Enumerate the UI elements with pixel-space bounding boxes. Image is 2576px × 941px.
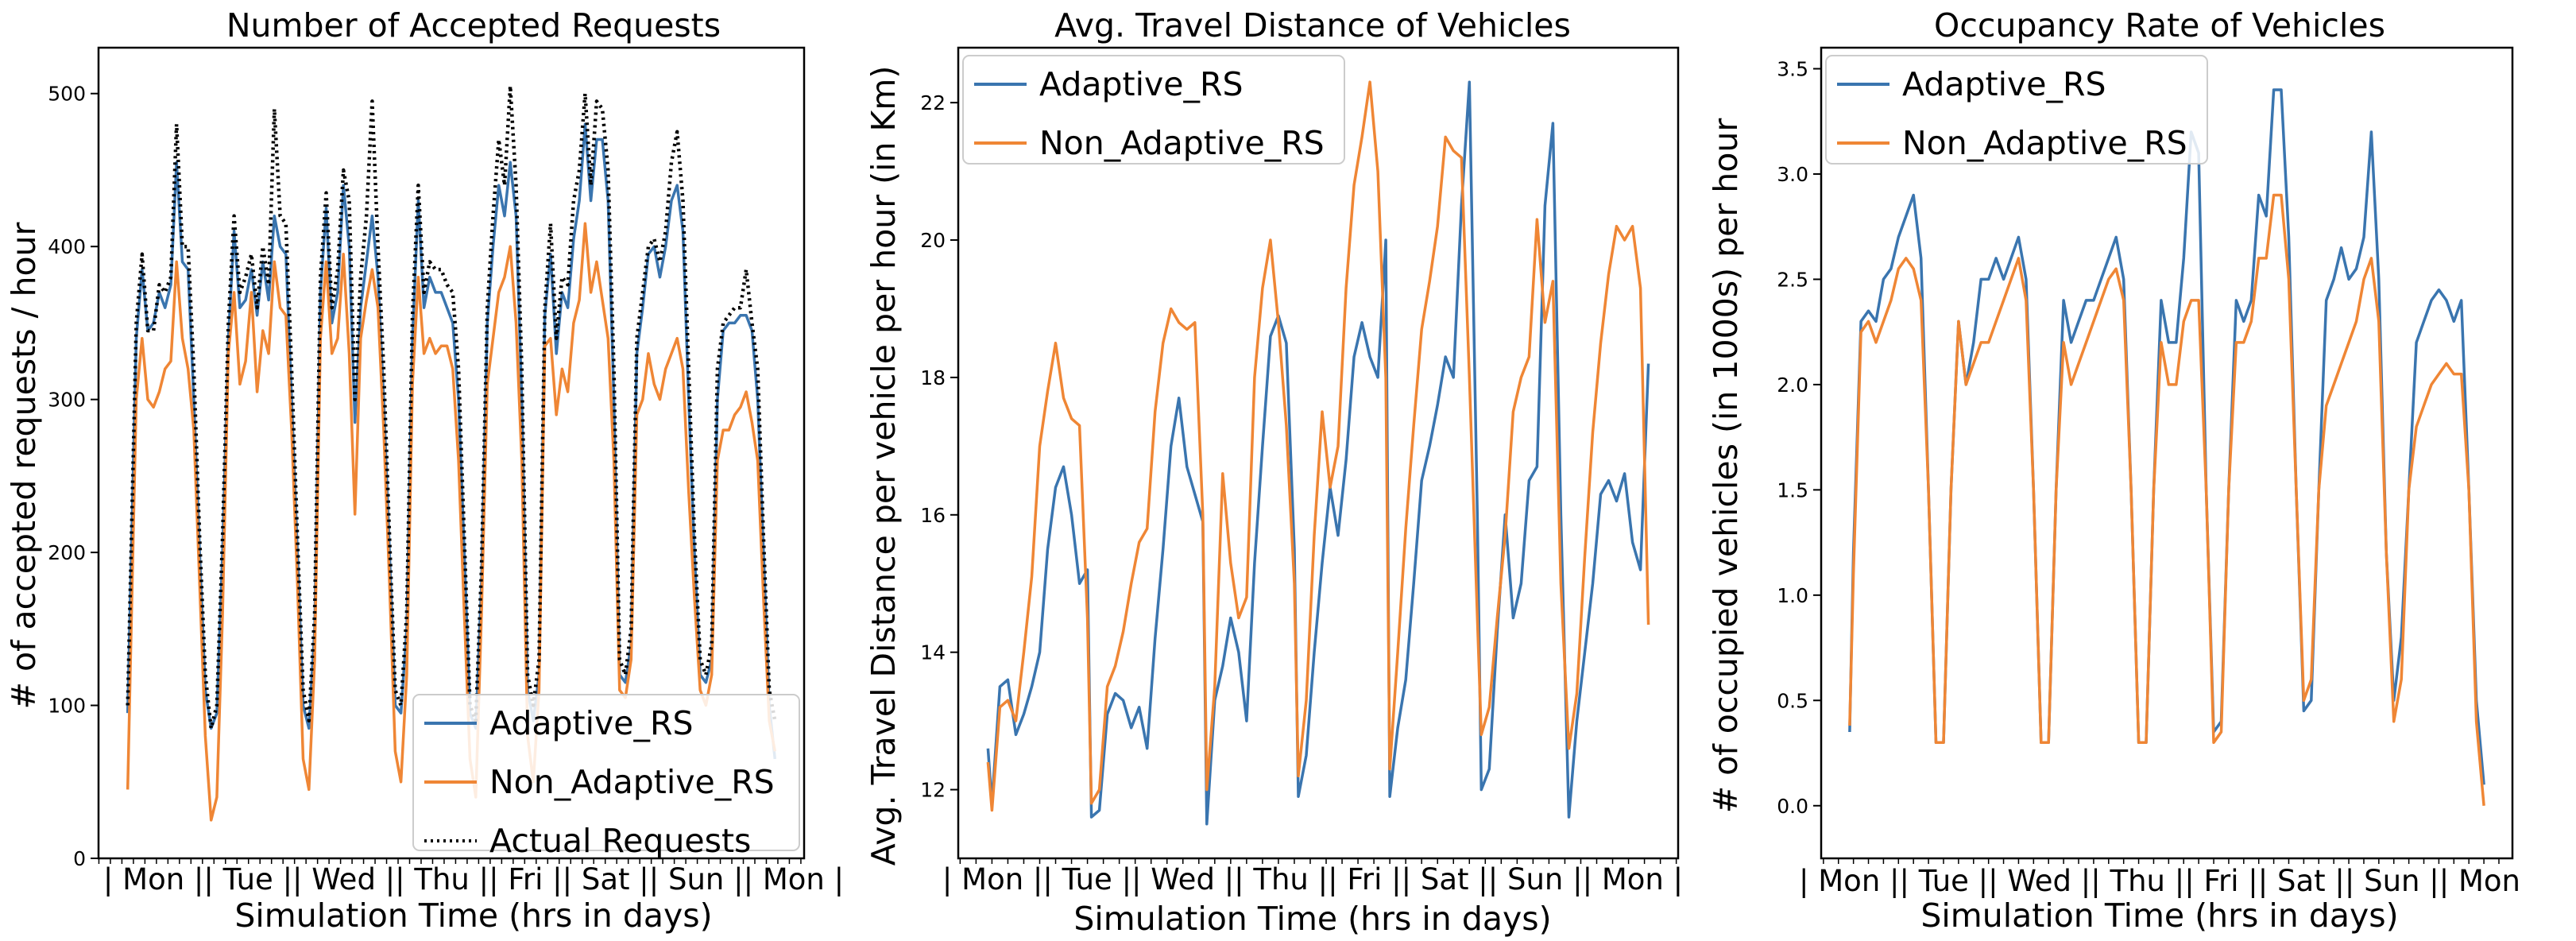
series-line-adaptive-rs xyxy=(126,122,777,760)
chart-title: Avg. Travel Distance of Vehicles xyxy=(1054,6,1571,45)
x-tick-day-labels: | Mon || Tue || Wed || Thu || Fri || Sat… xyxy=(942,862,1683,896)
plot-frame xyxy=(1820,46,2514,860)
plot-frame xyxy=(97,46,806,860)
y-tick-label: 500 xyxy=(48,83,86,106)
legend-label: Adaptive_RS xyxy=(489,704,693,742)
panel-travel-distance: Avg. Travel Distance of Vehicles Simulat… xyxy=(864,6,1683,938)
y-tick-label: 0 xyxy=(73,847,86,870)
series-line-non-adaptive-rs xyxy=(1848,193,2485,806)
y-tick-label: 18 xyxy=(920,366,946,389)
y-axis-label: # of occupied vehicles (in 1000s) per ho… xyxy=(1707,118,1745,814)
legend: Adaptive_RS Non_Adaptive_RS xyxy=(962,55,1345,165)
y-tick-label: 3.5 xyxy=(1777,57,1808,80)
legend-box xyxy=(412,694,800,851)
legend-label: Non_Adaptive_RS xyxy=(1902,124,2187,162)
y-tick-label: 16 xyxy=(920,504,946,527)
y-tick-label: 3.0 xyxy=(1777,163,1808,186)
legend: Adaptive_RS Non_Adaptive_RS xyxy=(1825,55,2208,165)
y-tick-label: 200 xyxy=(48,541,86,564)
legend-box xyxy=(1825,55,2208,165)
x-tick-day-labels: | Mon || Tue || Wed || Thu || Fri || Sat… xyxy=(103,862,844,896)
y-tick-label: 0.0 xyxy=(1777,795,1808,818)
legend-box xyxy=(962,55,1345,165)
x-tick-day-labels: | Mon || Tue || Wed || Thu || Fri || Sat… xyxy=(1799,864,2520,898)
x-axis-label: Simulation Time (hrs in days) xyxy=(234,896,712,935)
y-tick-label: 1.5 xyxy=(1777,478,1808,501)
legend-label: Adaptive_RS xyxy=(1902,65,2106,103)
legend-label: Actual Requests xyxy=(489,822,751,860)
chart-title: Number of Accepted Requests xyxy=(226,6,721,45)
y-tick-label: 22 xyxy=(920,91,946,114)
legend-label: Adaptive_RS xyxy=(1039,65,1243,103)
chart-title: Occupancy Rate of Vehicles xyxy=(1934,6,2385,45)
legend: Adaptive_RS Non_Adaptive_RS Actual Request… xyxy=(412,694,800,860)
y-tick-label: 2.0 xyxy=(1777,374,1808,397)
series-line-adaptive-rs xyxy=(986,80,1650,826)
y-tick-label: 2.5 xyxy=(1777,268,1808,291)
y-tick-label: 12 xyxy=(920,779,946,802)
series-line-non-adaptive-rs xyxy=(126,222,777,822)
y-tick-label: 400 xyxy=(48,235,86,258)
y-tick-label: 1.0 xyxy=(1777,584,1808,607)
x-axis-label: Simulation Time (hrs in days) xyxy=(1920,896,2398,935)
panel-accepted-requests: Number of Accepted Requests Simulation T… xyxy=(5,6,844,935)
y-tick-label: 14 xyxy=(920,641,946,664)
panel-occupancy-rate: Occupancy Rate of Vehicles Simulation Ti… xyxy=(1707,6,2520,935)
legend-label: Non_Adaptive_RS xyxy=(1039,124,1325,162)
series-line-non-adaptive-rs xyxy=(986,80,1650,812)
y-tick-label: 0.5 xyxy=(1777,689,1808,712)
y-tick-label: 100 xyxy=(48,695,86,718)
y-tick-label: 300 xyxy=(48,389,86,412)
y-tick-label: 20 xyxy=(920,229,946,252)
y-axis-label: # of accepted requests / hour xyxy=(5,222,43,709)
y-axis-label: Avg. Travel Distance per vehicle per hou… xyxy=(864,66,903,866)
series-line-actual-requests xyxy=(126,83,777,730)
x-axis-label: Simulation Time (hrs in days) xyxy=(1073,900,1551,938)
plot-frame xyxy=(957,46,1680,860)
legend-label: Non_Adaptive_RS xyxy=(489,763,775,801)
